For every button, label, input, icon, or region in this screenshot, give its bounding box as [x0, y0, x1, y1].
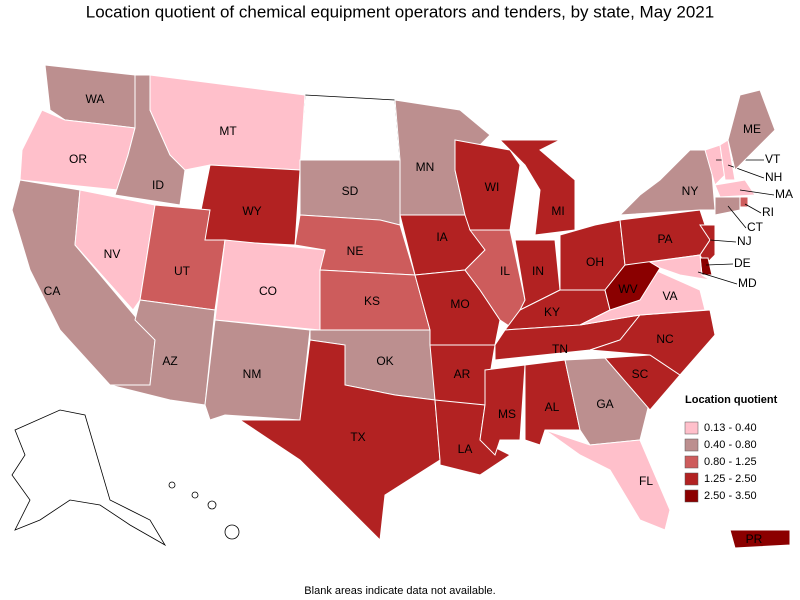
state-label: LA: [458, 442, 473, 456]
legend-swatch: [684, 489, 699, 503]
state: [727, 89, 776, 171]
state-label: MS: [498, 407, 516, 421]
states: WA OR CA NV ID MT WY UT CO AZ NM SD NE KS OK TX MN IA MO AR…: [11, 64, 793, 549]
leader-line: [739, 189, 775, 196]
state-label: IL: [500, 264, 510, 278]
state-label: DE: [734, 256, 751, 270]
state-label: IA: [436, 230, 447, 244]
state-label: MT: [219, 124, 237, 138]
state: [544, 429, 671, 531]
state-label: NV: [104, 247, 121, 261]
state-label: ME: [743, 122, 761, 136]
state: [464, 229, 526, 331]
state-label: IN: [532, 264, 544, 278]
state-label: MD: [738, 276, 757, 290]
state-label: OR: [69, 152, 87, 166]
state-label: ID: [152, 178, 164, 192]
blank-states: [11, 94, 401, 547]
state-label: MA: [775, 187, 793, 201]
legend-label: 2.50 - 3.50: [704, 490, 757, 502]
state-label: SD: [342, 184, 359, 198]
map-title: Location quotient of chemical equipment …: [86, 2, 714, 21]
leader-line: [705, 263, 734, 266]
state: [739, 196, 749, 208]
state-label: NY: [682, 184, 699, 198]
state-label: TX: [350, 430, 365, 444]
state-label: AR: [454, 367, 471, 381]
state-label: UT: [174, 264, 191, 278]
legend-label: 0.40 - 0.80: [704, 439, 757, 451]
state-label: MN: [416, 160, 435, 174]
state: [618, 149, 716, 216]
state-label: GA: [596, 397, 613, 411]
legend-label: 0.13 - 0.40: [704, 422, 757, 434]
state: [149, 74, 306, 171]
state-label: WI: [485, 180, 500, 194]
state: [729, 529, 791, 549]
state: [498, 139, 576, 236]
state-label: CA: [44, 284, 61, 298]
leader-line: [744, 203, 762, 214]
state-label: PR: [746, 532, 763, 546]
legend-swatch: [684, 438, 699, 452]
state-label: FL: [639, 474, 653, 488]
state: [479, 364, 526, 456]
state-label: TN: [552, 342, 568, 356]
state-label: SC: [632, 367, 649, 381]
state-label: VT: [765, 152, 781, 166]
state-ak: [11, 409, 167, 547]
state: [109, 299, 216, 406]
state-hi: [168, 481, 240, 540]
state-label: NH: [765, 170, 782, 184]
state-label: CT: [747, 220, 764, 234]
state-label: WA: [86, 92, 105, 106]
state-label: AZ: [162, 354, 177, 368]
state-label: WV: [618, 282, 637, 296]
note: Blank areas indicate data not available.: [304, 585, 495, 597]
state-label: OK: [376, 354, 393, 368]
state-label: NJ: [737, 234, 752, 248]
state-label: PA: [657, 232, 672, 246]
leader-line: [697, 271, 738, 285]
state-label: KS: [364, 294, 380, 308]
state-label: RI: [762, 205, 774, 219]
legend-swatch: [684, 472, 699, 486]
state-label: VA: [662, 289, 677, 303]
state-label: NE: [347, 244, 364, 258]
state-label: CO: [259, 284, 277, 298]
state-label: AL: [545, 400, 560, 414]
legend-swatch: [684, 421, 699, 435]
state-label: OH: [586, 255, 604, 269]
legend-swatch: [684, 455, 699, 469]
state: [714, 179, 756, 198]
state-label: MO: [450, 297, 469, 311]
state: [74, 189, 156, 311]
state: [714, 196, 741, 216]
state: [238, 339, 441, 542]
state: [719, 139, 736, 181]
state-nd: [299, 94, 401, 161]
legend: Location quotient 0.13 - 0.40 0.40 - 0.80…: [684, 394, 778, 503]
state-label: KY: [544, 305, 560, 319]
leader-line: [727, 205, 747, 229]
legend-label: 1.25 - 2.50: [704, 473, 757, 485]
state-label: NM: [243, 367, 262, 381]
state-label: MI: [551, 204, 564, 218]
state-label: NC: [656, 332, 674, 346]
legend-label: 0.80 - 1.25: [704, 456, 757, 468]
legend-title: Location quotient: [685, 394, 778, 406]
state: [648, 254, 711, 281]
state-label: WY: [242, 204, 261, 218]
leader-line: [709, 239, 737, 243]
